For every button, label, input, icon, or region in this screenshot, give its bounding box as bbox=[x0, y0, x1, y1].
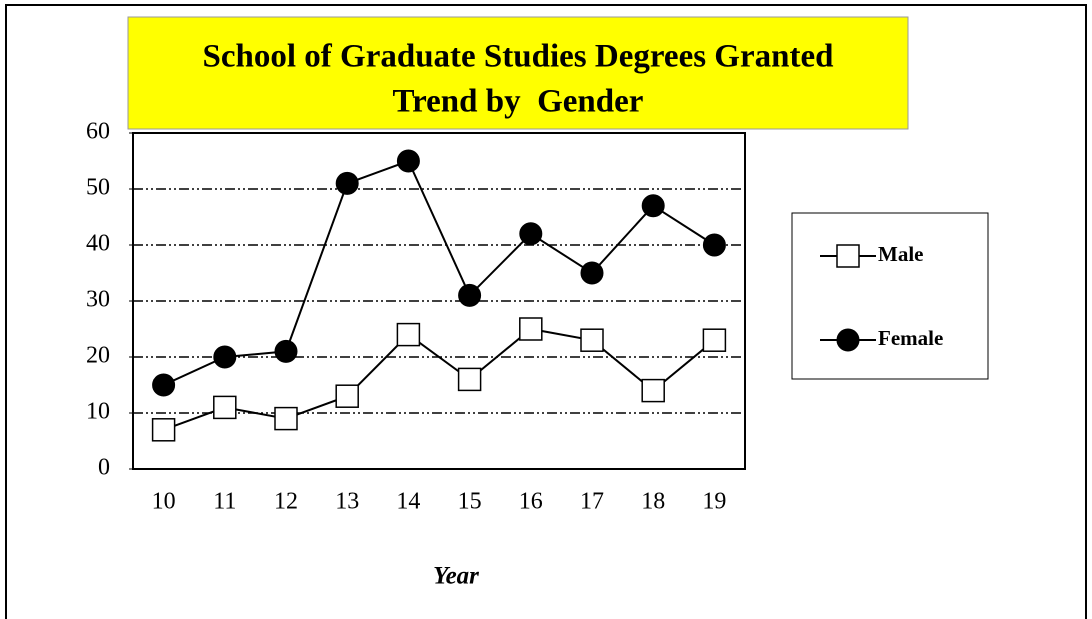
data-point bbox=[151, 418, 176, 442]
x-tick-label: 16 bbox=[519, 489, 543, 515]
y-tick-label: 50 bbox=[86, 175, 110, 201]
legend-label: Female bbox=[878, 326, 943, 350]
legend-marker bbox=[836, 244, 860, 268]
data-point bbox=[702, 328, 727, 352]
data-point bbox=[274, 406, 298, 431]
x-tick-label: 15 bbox=[458, 489, 482, 515]
data-point bbox=[641, 194, 665, 218]
legend-box bbox=[791, 212, 989, 380]
legend-marker bbox=[836, 328, 860, 352]
x-tick-label: 13 bbox=[335, 489, 359, 515]
y-tick-label: 60 bbox=[86, 119, 110, 145]
data-point bbox=[396, 149, 420, 173]
series-line bbox=[163, 327, 716, 431]
data-point bbox=[152, 373, 176, 397]
y-tick-label: 10 bbox=[86, 399, 110, 425]
series-line bbox=[163, 159, 715, 386]
data-point bbox=[457, 367, 482, 392]
legend-label: Male bbox=[878, 242, 923, 266]
data-point bbox=[274, 339, 298, 363]
x-tick-label: 10 bbox=[152, 489, 176, 515]
data-point bbox=[580, 261, 604, 285]
y-tick-label: 20 bbox=[86, 343, 110, 369]
data-point bbox=[519, 222, 543, 246]
data-point bbox=[396, 322, 421, 347]
x-tick-label: 11 bbox=[213, 489, 236, 515]
data-point bbox=[213, 345, 237, 369]
x-tick-label: 14 bbox=[396, 489, 420, 515]
title-box bbox=[127, 16, 909, 130]
data-point bbox=[519, 317, 543, 341]
page-border bbox=[5, 4, 1087, 619]
chart-title: School of Graduate Studies Degrees Grant… bbox=[203, 39, 834, 75]
y-tick-label: 30 bbox=[86, 287, 110, 313]
data-point bbox=[213, 395, 237, 420]
data-point bbox=[580, 328, 604, 352]
x-axis-label: Year bbox=[433, 563, 479, 590]
y-tick-label: 0 bbox=[98, 455, 110, 481]
data-point bbox=[335, 384, 359, 408]
data-point bbox=[641, 378, 665, 403]
y-tick-label: 40 bbox=[86, 231, 110, 257]
data-point bbox=[335, 171, 359, 195]
x-tick-label: 18 bbox=[641, 489, 665, 515]
x-tick-label: 19 bbox=[702, 489, 726, 515]
x-tick-label: 12 bbox=[274, 489, 298, 515]
data-point bbox=[458, 283, 482, 307]
x-tick-label: 17 bbox=[580, 489, 604, 515]
data-point bbox=[702, 233, 726, 257]
chart-title: Trend by Gender bbox=[393, 84, 644, 120]
